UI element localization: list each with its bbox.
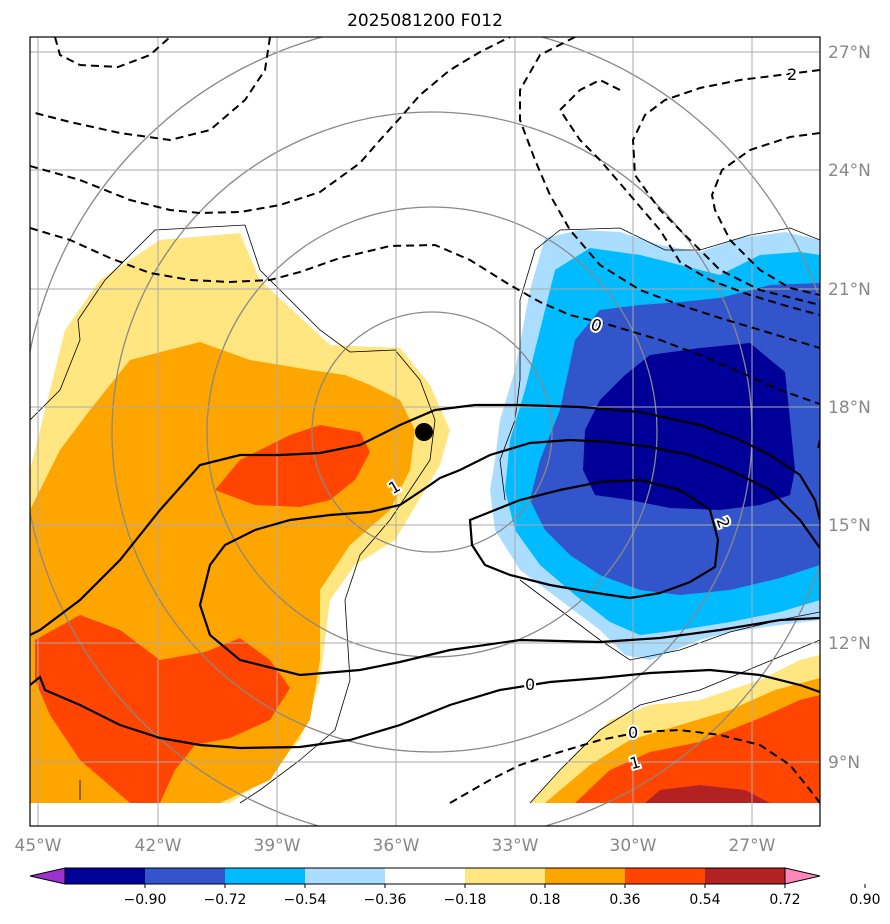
lon-tick: 33°W bbox=[492, 836, 539, 856]
colorbar-label: −0.72 bbox=[204, 892, 247, 908]
colorbar-extend-high bbox=[784, 867, 821, 885]
dashed-contours bbox=[30, 37, 820, 804]
colorbar-label: −0.36 bbox=[364, 892, 407, 908]
colorbar-label: −0.18 bbox=[444, 892, 487, 908]
colorbar-box bbox=[625, 868, 705, 884]
lon-tick: 27°W bbox=[729, 836, 776, 856]
shade-0.54-southeast bbox=[575, 695, 820, 803]
shade-neg0.72 bbox=[583, 343, 795, 510]
lon-tick: 30°W bbox=[610, 836, 657, 856]
storm-center-marker bbox=[415, 423, 433, 441]
shade-0.54-west-lower bbox=[35, 615, 290, 803]
lat-tick: 21°N bbox=[828, 280, 871, 300]
colorbar-extend-low bbox=[29, 867, 66, 885]
colorbar-label: 0.36 bbox=[609, 892, 640, 908]
solid-contours bbox=[30, 403, 820, 750]
lat-tick-labels: 27°N 24°N 21°N 18°N 15°N 12°N 9°N bbox=[828, 43, 871, 773]
colorbar-box bbox=[705, 868, 785, 884]
colorbar-label: 0.54 bbox=[689, 892, 720, 908]
colorbar-label: 0.72 bbox=[769, 892, 800, 908]
lon-tick: 45°W bbox=[15, 836, 62, 856]
contour-label-0-lower: 0 bbox=[525, 675, 535, 694]
contour-label-0-bottom: 0 bbox=[628, 723, 638, 742]
lon-tick-labels: 45°W 42°W 39°W 36°W 33°W 30°W 27°W bbox=[15, 836, 776, 856]
lat-tick: 27°N bbox=[828, 43, 871, 63]
colorbar-label: −0.90 bbox=[124, 892, 167, 908]
colorbar-box bbox=[65, 868, 145, 884]
contour-label-2-top: 2 bbox=[787, 65, 797, 84]
colorbar: −0.90 −0.72 −0.54 −0.36 −0.18 0.18 0.36 0.54 0.7… bbox=[29, 867, 881, 908]
lon-tick: 42°W bbox=[135, 836, 182, 856]
colorbar-label: 0.90 bbox=[849, 892, 880, 908]
lat-tick: 18°N bbox=[828, 398, 871, 418]
map-title: 2025081200 F012 bbox=[347, 11, 503, 31]
shade-0.54-west-upper bbox=[215, 425, 370, 507]
colorbar-box bbox=[145, 868, 225, 884]
lat-tick: 15°N bbox=[828, 516, 871, 536]
gridlines bbox=[30, 37, 820, 826]
shade-0.72-southeast bbox=[645, 785, 770, 803]
lat-tick: 12°N bbox=[828, 634, 871, 654]
thin-contour-west bbox=[30, 224, 436, 804]
map-frame bbox=[29, 36, 821, 827]
lon-tick: 39°W bbox=[254, 836, 301, 856]
colorbar-outline bbox=[64, 867, 786, 885]
colorbar-box bbox=[305, 868, 385, 884]
lat-tick: 24°N bbox=[828, 161, 871, 181]
lat-tick: 9°N bbox=[828, 753, 860, 773]
colorbar-box bbox=[385, 868, 465, 884]
colorbar-label: −0.54 bbox=[284, 892, 327, 908]
map-area: 2 1 0 2 0 0 1 bbox=[30, 37, 820, 826]
colorbar-box bbox=[225, 868, 305, 884]
lon-tick: 36°W bbox=[373, 836, 420, 856]
colorbar-box bbox=[465, 868, 545, 884]
colorbar-box bbox=[545, 868, 625, 884]
colorbar-label: 0.18 bbox=[529, 892, 560, 908]
